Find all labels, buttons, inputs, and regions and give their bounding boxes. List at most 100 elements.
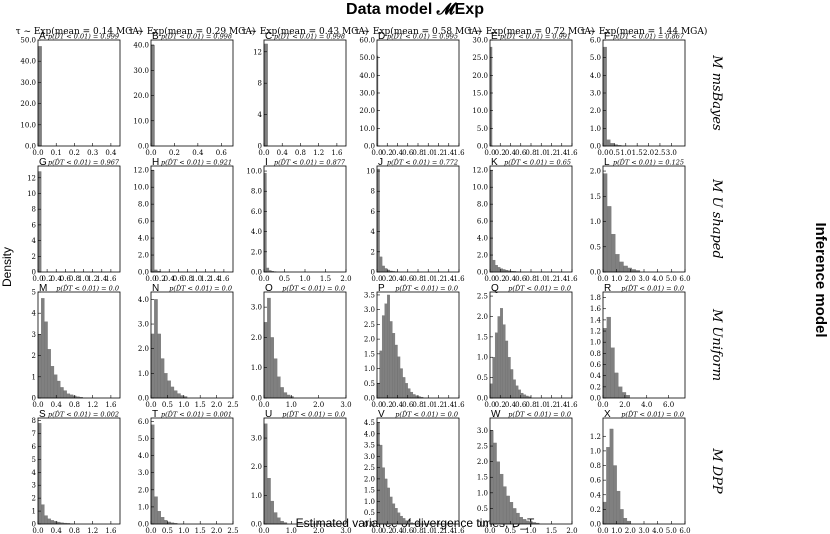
histogram-bar: [266, 267, 270, 273]
y-tick-label: 0.6: [590, 477, 602, 485]
histogram-bar: [500, 308, 503, 399]
histogram-bar: [160, 517, 165, 525]
histogram-bar: [37, 171, 42, 273]
panel-letter: W: [491, 409, 501, 420]
x-tick-label: 1.2: [87, 401, 98, 409]
histogram-bar: [502, 324, 506, 399]
x-tick-label: 0.4: [51, 527, 63, 534]
y-tick-label: 2.0: [477, 458, 488, 466]
x-tick-label: 1.6: [331, 149, 343, 157]
y-tick-label: 50.0: [20, 37, 36, 45]
histogram-bar: [394, 508, 398, 525]
x-tick-label: 0.2: [495, 275, 506, 283]
panel-frame: [602, 291, 686, 399]
histogram-bar: [392, 503, 396, 525]
panel-e: 0.0 0.2 0.4 0.6 0.8 1.0 1.2 1.4 1.60.05.010.015.…: [472, 31, 578, 157]
panel-l: 0.0 1.0 2.0 3.0 4.0 5.0 6.00.00.51.01.52.0L p(D…: [590, 157, 691, 283]
panel-d: 0.0 0.2 0.4 0.6 0.8 1.0 1.2 1.4 1.60.010.020.030…: [359, 31, 465, 157]
x-tick-label: 1.6: [105, 527, 117, 534]
y-tick-label: 60.0: [359, 37, 375, 45]
x-tick-label: 1.2: [433, 401, 444, 409]
x-tick-label: 1.0: [611, 527, 622, 534]
y-tick-label: 0.5: [364, 380, 375, 388]
x-tick-label: 0.8: [69, 401, 80, 409]
x-tick-label: 0.0: [597, 527, 608, 534]
panel-frame: [150, 291, 234, 399]
y-tick-label: 0.0: [25, 143, 36, 151]
probability-annotation: p(D̂T < 0.01) = 0.998: [161, 32, 232, 40]
histogram-bar: [621, 392, 627, 399]
x-tick-label: 0.2: [382, 527, 393, 534]
y-tick-label: 15.0: [472, 90, 488, 98]
y-tick-label: 1.0: [590, 447, 601, 455]
y-tick-label: 1.0: [138, 503, 149, 511]
panel-letter: K: [491, 157, 498, 168]
histogram-bar: [381, 315, 385, 399]
y-tick-label: 1.0: [138, 370, 149, 378]
x-tick-label: 0.0: [145, 401, 156, 409]
y-tick-label: 30.0: [359, 90, 375, 98]
y-tick-label: 1: [32, 373, 36, 381]
x-tick-label: 0.0: [484, 149, 495, 157]
y-tick-label: 6.0: [138, 418, 149, 426]
y-tick-label: 4.0: [477, 235, 488, 243]
probability-annotation: p(D̂T < 0.01) = 0.001: [161, 410, 232, 418]
x-tick-label: 6.0: [679, 275, 690, 283]
x-tick-label: 0.0: [484, 275, 495, 283]
histogram-bar: [615, 254, 620, 273]
x-tick-label: 0.0: [145, 275, 156, 283]
y-tick-label: 10: [27, 190, 36, 198]
panel-letter: C: [265, 31, 272, 42]
histogram-bar: [170, 386, 175, 399]
y-tick-label: 2.0: [590, 168, 601, 176]
histogram-bar: [494, 265, 498, 273]
x-tick-label: 0.0: [145, 149, 156, 157]
histogram-bar: [497, 267, 501, 273]
y-tick-label: 7: [32, 430, 36, 438]
x-tick-label: 1.6: [566, 149, 578, 157]
histogram-bar: [150, 424, 155, 525]
y-tick-label: 0.0: [477, 143, 488, 151]
x-tick-label: 0.8: [525, 275, 536, 283]
y-tick-label: 8: [32, 206, 36, 214]
row-labels: M msBayes M U shaped M Uniform M DPP: [709, 54, 724, 494]
histogram-bar: [402, 518, 406, 525]
histogram-bar: [616, 490, 621, 525]
y-tick-label: 1.5: [364, 350, 375, 358]
x-tick-label: 0.6: [402, 149, 414, 157]
x-tick-label: 0.5: [609, 149, 620, 157]
panel-frame: [263, 291, 347, 399]
y-tick-label: 0.0: [251, 269, 262, 277]
histogram-bar: [602, 46, 607, 147]
x-tick-label: 0.5: [279, 275, 290, 283]
histogram-bar: [623, 265, 628, 273]
probability-annotation: p(D̂T < 0.01) = 0.0: [395, 284, 458, 292]
x-tick-label: 1.5: [195, 401, 206, 409]
histogram-bar: [157, 333, 161, 399]
y-tick-label: 0.0: [138, 143, 149, 151]
panel-j: 0.0 0.2 0.4 0.6 0.8 1.0 1.2 1.4 1.6 0 2 4 6 8 10J p(D̂T…: [366, 157, 465, 283]
y-tick-label: 20.0: [133, 92, 149, 100]
y-tick-label: 10.0: [472, 184, 488, 192]
histogram-bar: [399, 515, 403, 525]
y-tick-label: 6: [32, 221, 37, 229]
panel-g: 0.00.20.40.60.81.01.21.41.6 0 2 4 6 8 10 12G p(D…: [27, 157, 121, 283]
column-header: τ ~ Exp(mean = 0.72 MGA): [468, 26, 595, 37]
x-tick-label: 4.0: [652, 275, 663, 283]
y-tick-label: 6: [32, 443, 37, 451]
x-tick-label: 0.0: [145, 527, 156, 534]
histogram-bar: [405, 520, 408, 525]
y-tick-label: 0.5: [477, 374, 488, 382]
panel-i: 0.0 0.5 1.0 1.5 2.0 0.0 2.0 4.0 6.0 8.0 10.0I p(D̂T…: [246, 157, 351, 283]
y-tick-label: 6: [371, 208, 376, 216]
y-tick-label: 3.5: [364, 291, 375, 299]
histogram-bar: [399, 368, 403, 399]
x-tick-label: 1.0: [286, 527, 297, 534]
histogram-bar: [154, 299, 158, 399]
histogram-bar: [496, 461, 500, 525]
x-tick-label: 0.4: [192, 149, 204, 157]
histogram-bar: [500, 268, 503, 273]
y-tick-label: 4: [258, 111, 263, 119]
x-tick-label: 1.0: [423, 401, 434, 409]
